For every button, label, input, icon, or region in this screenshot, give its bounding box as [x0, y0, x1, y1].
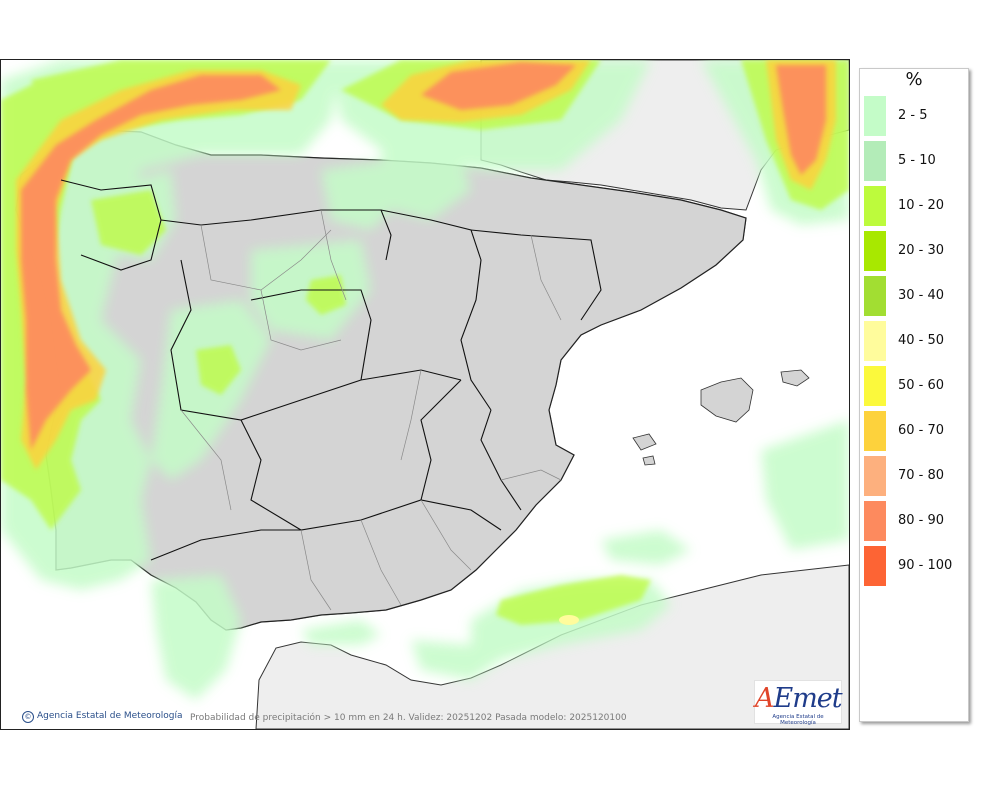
legend-item: 80 - 90	[864, 501, 968, 543]
map-canvas	[1, 60, 849, 729]
ibiza-island	[632, 433, 657, 451]
map-caption: Probabilidad de precipitación > 10 mm en…	[190, 713, 627, 723]
legend-unit: %	[905, 69, 923, 90]
legend-item: 90 - 100	[864, 546, 968, 588]
legend-label: 60 - 70	[898, 423, 945, 438]
aemet-logo-subtitle: Agencia Estatal de Meteorología	[772, 714, 824, 726]
legend-label: 2 - 5	[898, 108, 928, 123]
agency-credit-text: Agencia Estatal de Meteorología	[37, 711, 183, 721]
legend-label: 50 - 60	[898, 378, 945, 393]
legend-swatch	[864, 96, 886, 136]
legend-swatch	[864, 321, 886, 361]
legend-swatch	[864, 141, 886, 181]
legend-label: 10 - 20	[898, 198, 945, 213]
legend-swatch	[864, 366, 886, 406]
legend-label: 80 - 90	[898, 513, 945, 528]
legend-item: 30 - 40	[864, 276, 968, 318]
copyright-icon: ©	[22, 711, 34, 723]
legend-swatch	[864, 456, 886, 496]
legend-label: 30 - 40	[898, 288, 945, 303]
legend-label: 20 - 30	[898, 243, 945, 258]
legend-swatch	[864, 186, 886, 226]
menorca-island	[780, 369, 810, 387]
legend-swatch	[864, 501, 886, 541]
formentera-island	[642, 455, 656, 466]
aemet-logo-wordmark: AEmet	[755, 683, 843, 714]
probability-fields	[1, 60, 849, 700]
legend-label: 90 - 100	[898, 558, 953, 573]
legend-swatch	[864, 546, 886, 586]
legend-item: 40 - 50	[864, 321, 968, 363]
probability-legend: % 2 - 5 5 - 10 10 - 20 20 - 30 30 - 40 4…	[859, 68, 969, 722]
legend-swatch	[864, 411, 886, 451]
legend-label: 40 - 50	[898, 333, 945, 348]
legend-swatch	[864, 276, 886, 316]
legend-label: 5 - 10	[898, 153, 936, 168]
aemet-logo: AEmet Agencia Estatal de Meteorología	[754, 680, 843, 726]
legend-item: 5 - 10	[864, 141, 968, 183]
legend-label: 70 - 80	[898, 468, 945, 483]
legend-item: 70 - 80	[864, 456, 968, 498]
legend-swatch	[864, 231, 886, 271]
legend-item: 2 - 5	[864, 96, 968, 138]
legend-item: 50 - 60	[864, 366, 968, 408]
mallorca-island	[700, 377, 754, 423]
legend-item: 10 - 20	[864, 186, 968, 228]
precipitation-map	[0, 59, 850, 730]
legend-item: 20 - 30	[864, 231, 968, 273]
agency-credit: © Agencia Estatal de Meteorología	[22, 711, 183, 723]
province-boundaries	[180, 209, 562, 611]
legend-item: 60 - 70	[864, 411, 968, 453]
